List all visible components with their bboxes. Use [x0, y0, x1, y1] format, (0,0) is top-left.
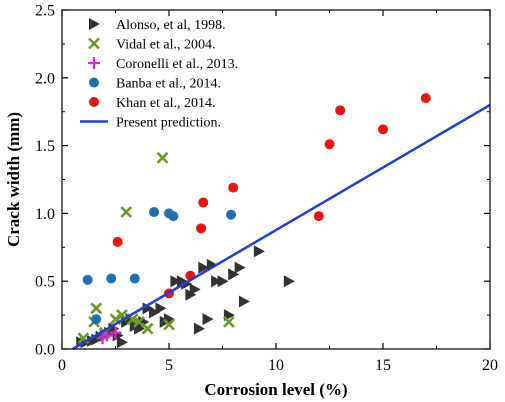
- data-point: [82, 274, 93, 285]
- data-point: [155, 302, 167, 315]
- x-tick-label: 10: [268, 357, 284, 374]
- legend-marker: [88, 37, 100, 50]
- data-point: [283, 275, 295, 288]
- legend-label: Khan et al., 2014.: [116, 96, 216, 111]
- x-tick-label: 20: [482, 357, 498, 374]
- data-point: [193, 322, 205, 335]
- legend-marker: [89, 77, 99, 88]
- data-point: [196, 223, 207, 234]
- data-point: [168, 211, 179, 222]
- data-point: [185, 288, 197, 301]
- data-point: [100, 329, 113, 342]
- legend-label: Alonso, et al, 1998.: [116, 18, 226, 33]
- data-layer: [72, 93, 491, 351]
- data-point: [109, 326, 122, 339]
- data-point: [378, 124, 388, 135]
- series-1: [77, 151, 235, 345]
- data-point: [163, 318, 175, 331]
- data-point: [202, 313, 214, 326]
- data-point: [129, 273, 140, 284]
- data-point: [149, 306, 161, 319]
- series-4: [112, 93, 431, 299]
- y-tick-label: 1.0: [35, 206, 55, 223]
- series-0: [76, 245, 295, 349]
- y-tick-label: 0.5: [35, 274, 55, 291]
- data-point: [181, 277, 193, 290]
- data-point: [253, 245, 265, 258]
- data-point: [91, 314, 102, 325]
- y-axis-ticks: 0.0 0.5 1.0 1.5 2.0 2.5: [35, 3, 490, 359]
- x-axis-title: Corrosion level (%): [204, 380, 347, 399]
- legend-marker: [88, 57, 100, 69]
- legend-item: Present prediction.: [80, 116, 221, 131]
- data-point: [141, 322, 154, 335]
- x-axis-ticks: 0 5 10 15 20: [58, 10, 498, 374]
- data-point: [238, 295, 250, 308]
- data-point: [217, 275, 229, 288]
- data-point: [112, 236, 123, 247]
- prediction-line: [72, 103, 491, 351]
- series-2: [96, 326, 122, 345]
- legend-item: Vidal et al., 2004.: [88, 37, 215, 53]
- series-3: [82, 207, 237, 325]
- x-tick-label: 0: [58, 357, 66, 374]
- legend-label: Banba et al., 2014.: [116, 77, 221, 92]
- y-tick-label: 2.5: [35, 3, 55, 20]
- legend: Alonso, et al, 1998. Vidal et al., 2004. C…: [80, 18, 238, 131]
- data-point: [313, 211, 324, 222]
- y-tick-label: 0.0: [35, 342, 55, 359]
- x-tick-label: 15: [375, 357, 391, 374]
- data-point: [234, 261, 246, 274]
- data-point: [228, 182, 239, 193]
- data-point: [198, 261, 210, 274]
- data-point: [120, 206, 133, 218]
- data-point: [90, 302, 103, 315]
- data-point: [156, 151, 169, 164]
- data-point: [198, 197, 209, 208]
- legend-item: Banba et al., 2014.: [89, 77, 221, 92]
- series-5: [72, 103, 491, 351]
- legend-marker: [89, 18, 100, 30]
- data-point: [149, 207, 160, 218]
- data-point: [211, 275, 223, 288]
- x-tick-label: 5: [165, 357, 173, 374]
- data-point: [170, 275, 182, 288]
- y-axis-title: Crack width (mm): [4, 112, 23, 247]
- data-point: [420, 93, 431, 104]
- data-point: [189, 283, 201, 296]
- data-point: [223, 315, 235, 328]
- legend-item: Khan et al., 2014.: [89, 96, 216, 111]
- data-point: [228, 268, 240, 281]
- legend-item: Coronelli et al., 2013.: [88, 57, 238, 72]
- data-point: [106, 273, 117, 284]
- data-point: [116, 336, 128, 349]
- legend-label: Coronelli et al., 2013.: [116, 57, 238, 72]
- data-point: [335, 105, 346, 116]
- legend-marker: [89, 97, 99, 107]
- y-tick-label: 2.0: [35, 70, 55, 87]
- data-point: [226, 209, 237, 220]
- data-point: [324, 139, 335, 150]
- y-tick-label: 1.5: [35, 138, 55, 155]
- legend-label: Vidal et al., 2004.: [116, 38, 215, 53]
- legend-label: Present prediction.: [116, 116, 221, 131]
- legend-item: Alonso, et al, 1998.: [89, 18, 226, 33]
